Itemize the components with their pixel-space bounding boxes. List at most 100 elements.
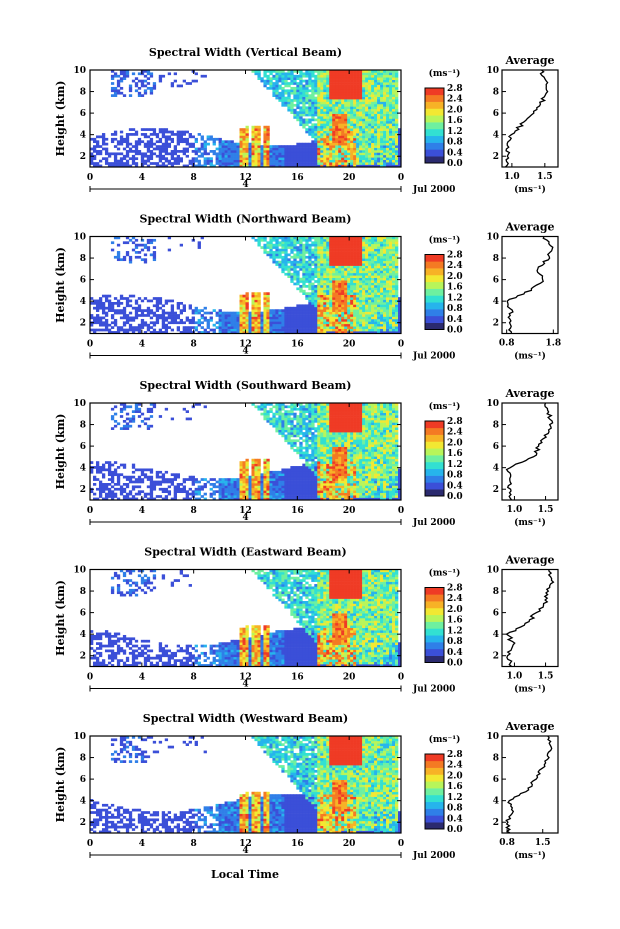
heatmap-cell [341,323,345,327]
heatmap-cell [374,70,378,73]
heatmap-cell [365,306,369,310]
heatmap-cell [212,490,216,494]
heatmap-cell [380,316,384,320]
heatmap-cell [386,140,390,144]
heatmap-cell [293,108,297,112]
heatmap-cell [263,251,267,254]
heatmap-cell [134,405,139,409]
heatmap-cell [176,473,181,477]
heatmap-cell [254,311,258,315]
heatmap-cell [287,246,291,249]
heatmap-cell [275,159,279,163]
heatmap-cell [203,328,207,332]
heatmap-cell [332,251,336,254]
heatmap-cell [380,116,384,119]
heatmap-cell [125,485,130,489]
heatmap-cell [290,101,294,105]
heatmap-cell [302,145,306,148]
heatmap-cell [188,306,192,310]
heatmap-cell [266,164,270,168]
heatmap-cell [260,79,264,83]
heatmap-cell [392,289,396,293]
heatmap-cell [383,72,387,76]
heatmap-cell [296,157,300,161]
heatmap-cell [287,77,291,80]
heatmap-cell [245,150,249,153]
heatmap-cell [329,246,333,249]
heatmap-cell [383,260,387,264]
colorbar-swatch [425,281,444,289]
heatmap-cell [374,238,378,242]
heatmap-cell [302,275,306,279]
heatmap-cell [266,86,270,90]
heatmap-cell [362,289,366,293]
heatmap-cell [269,72,273,76]
heatmap-cell [233,150,237,153]
heatmap-cell [326,268,330,271]
heatmap-cell [356,72,360,76]
heatmap-cell [311,304,315,308]
heatmap-cell [386,246,390,249]
heatmap-cell [317,331,321,334]
heatmap-cell [314,70,318,73]
heatmap-cell [248,318,252,322]
heatmap-cell [209,137,213,141]
heatmap-cell [371,140,375,144]
heatmap-cell [326,101,330,105]
heatmap-cell [284,101,288,105]
heatmap-cell [383,265,387,269]
heatmap-cell [128,478,133,481]
heatmap-cell [308,280,312,283]
heatmap-cell [152,297,157,300]
heatmap-cell [224,485,228,489]
heatmap-cell [125,133,130,136]
heatmap-cell [104,468,109,472]
heatmap-cell [332,297,336,300]
heatmap-cell [398,318,402,322]
heatmap-cell [332,123,336,127]
heatmap-cell [380,287,384,291]
heatmap-cell [242,495,246,498]
heatmap-cell [278,79,282,83]
heatmap-cell [104,299,109,303]
heatmap-cell [395,157,399,161]
heatmap-cell [170,473,175,477]
heatmap-cell [236,147,240,151]
heatmap-cell [173,79,178,83]
heatmap-cell [155,316,160,320]
heatmap-cell [326,255,330,259]
heatmap-cell [278,241,282,245]
heatmap-cell [398,137,402,141]
heatmap-cell [302,150,306,153]
heatmap-cell [389,101,393,105]
heatmap-cell [233,162,237,165]
heatmap-cell [185,326,189,329]
heatmap-cell [368,238,372,242]
heatmap-cell [278,72,282,76]
heatmap-cell [308,147,312,151]
heatmap-cell [344,248,348,252]
heatmap-cell [368,331,372,334]
heatmap-cell [122,74,127,78]
heatmap-cell [392,96,396,100]
heatmap-cell [239,128,243,131]
heatmap-cell [371,285,375,288]
heatmap-cell [380,265,384,269]
heatmap-cell [116,466,121,469]
heatmap-cell [350,142,354,146]
heatmap-cell [338,89,342,93]
heatmap-cell [356,253,360,257]
heatmap-cell [332,268,336,271]
heatmap-cell [257,243,261,247]
heatmap-cell [365,128,369,131]
heatmap-cell [155,318,160,322]
heatmap-cell [392,142,396,146]
heatmap-cell [293,82,297,85]
heatmap-cell [101,483,106,486]
heatmap-cell [329,157,333,161]
heatmap-cell [302,311,306,315]
heatmap-cell [389,314,393,317]
heatmap-cell [200,74,204,78]
heatmap-cell [107,162,112,165]
heatmap-cell [341,70,345,73]
